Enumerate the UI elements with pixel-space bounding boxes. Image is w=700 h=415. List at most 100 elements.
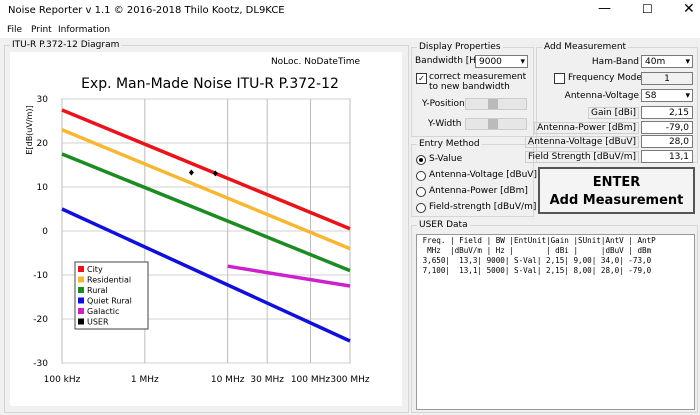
label: Antenna-Voltage (564, 91, 639, 101)
checkbox[interactable]: ✓ (416, 73, 427, 84)
legend-swatch (78, 297, 84, 304)
group-title: Add Measurement (542, 42, 629, 52)
window-title: Noise Reporter v 1.1 © 2016-2018 Thilo K… (8, 5, 285, 16)
legend-label: Rural (87, 286, 108, 295)
entry-method-group: Entry Method S-Value Antenna-Voltage [dBu… (411, 139, 537, 217)
legend-swatch (78, 308, 84, 314)
radio[interactable] (416, 155, 426, 165)
diagram-group: ITU-R P.372-12 Diagram (4, 40, 409, 413)
radio-dot (419, 158, 423, 162)
y-tick-label: -20 (33, 315, 48, 325)
annotation: NoLoc. NoDateTime (271, 57, 361, 67)
menu-bar: File Print Information (0, 22, 700, 38)
value-field: 2,15 (641, 106, 693, 119)
chart-title: Exp. Man-Made Noise ITU-R P.372-12 (81, 76, 339, 92)
freq-mode-field: 1 (641, 72, 693, 85)
close[interactable]: ✕ (683, 1, 695, 17)
menu-item[interactable]: File (7, 25, 23, 35)
series-line (61, 108, 351, 231)
legend-swatch (78, 266, 84, 272)
radio[interactable] (416, 203, 426, 213)
x-tick-label: 300 MHz (330, 375, 370, 385)
value-field: 13,1 (641, 149, 693, 163)
add-measurement-group: Add Measurement Ham-Band 40m ▾ Frequency … (525, 42, 698, 163)
x-tick-label: 1 MHz (131, 375, 159, 385)
checkbox[interactable] (554, 73, 565, 84)
label: Field-strength [dBuV/m] (429, 202, 537, 212)
x-tick-label: 10 MHz (211, 375, 245, 385)
maximize[interactable]: ☐ (642, 2, 653, 16)
menu-item[interactable]: Information (58, 25, 111, 35)
ant-voltage-combo[interactable]: S8 ▾ (641, 89, 693, 102)
label: Antenna-Power [dBm] (534, 121, 639, 134)
chart: NoLoc. NoDateTime Exp. Man-Made Noise IT… (10, 52, 402, 406)
y-tick-label: 20 (37, 139, 49, 149)
display-group: Display Properties Bandwidth [Hz] 9000 ▾ … (411, 42, 534, 137)
user-data-text: Freq. | Field | BW |EntUnit|Gain |SUnit|… (416, 234, 695, 410)
legend-box (74, 261, 149, 330)
data-point (212, 170, 218, 177)
label: Antenna-Voltage [dBuV] (525, 136, 639, 148)
series-line (61, 128, 351, 251)
minimize[interactable]: — (598, 1, 611, 16)
label: Bandwidth [Hz] (415, 56, 485, 66)
legend-label: City (87, 265, 103, 274)
legend-swatch (78, 318, 84, 325)
label: Gain [dBi] (588, 107, 639, 119)
value: 40m (645, 57, 666, 67)
radio[interactable] (416, 187, 426, 197)
y-tick-label: 10 (37, 183, 49, 193)
bandwidth-combo[interactable]: 9000 ▾ (475, 55, 528, 68)
button-label: ENTER (592, 175, 641, 190)
y-axis-label: E[dB(uV/m)] (25, 105, 34, 154)
group-title: Entry Method (417, 139, 482, 149)
slider[interactable] (465, 98, 527, 110)
series-line (61, 152, 351, 273)
menu-item[interactable]: Print (31, 25, 52, 35)
value-field: 28,0 (641, 135, 693, 148)
legend-label: Quiet Rural (87, 297, 132, 306)
enter-button[interactable]: ENTER Add Measurement (538, 167, 695, 214)
label: Field Strength [dBuV/m] (525, 150, 639, 163)
label: Y-Position (422, 99, 465, 109)
series-line (227, 264, 351, 288)
value-field: -79,0 (641, 120, 693, 134)
label: Frequency Mode -> (568, 73, 656, 83)
value: S8 (645, 91, 657, 101)
label: Antenna-Voltage [dBuV] (429, 170, 537, 180)
series-line (61, 207, 351, 343)
text-line: Freq. | Field | BW |EntUnit|Gain |SUnit|… (418, 236, 656, 245)
button-label: Add Measurement (549, 193, 684, 208)
data-point (188, 169, 194, 176)
label: S-Value (429, 154, 463, 164)
slider[interactable] (465, 118, 527, 130)
text-line: MHz |dBuV/m | Hz | | dBi | |dBuV | dBm (418, 246, 652, 255)
legend-label: Galactic (87, 307, 119, 316)
value: 9000 (479, 57, 502, 67)
label: Antenna-Power [dBm] (429, 186, 528, 196)
y-tick-label: -30 (33, 359, 48, 369)
x-tick-label: 100 MHz (291, 375, 331, 385)
user-data-group: USER Data Freq. | Field | BW |EntUnit|Ga… (411, 220, 698, 413)
legend-swatch (78, 287, 84, 293)
title-bar: Noise Reporter v 1.1 © 2016-2018 Thilo K… (0, 0, 700, 22)
text-line: 7,100| 13,1| 5000| S-Val| 2,15| 8,00| 28… (418, 266, 652, 275)
x-tick-label: 100 kHz (44, 375, 81, 385)
radio[interactable] (416, 171, 426, 181)
y-tick-label: 0 (42, 227, 48, 237)
label: correct measurement to new bandwidth (429, 72, 527, 92)
legend-label: Residential (87, 276, 131, 285)
ham-band-combo[interactable]: 40m ▾ (641, 55, 693, 68)
group-title: Display Properties (417, 42, 503, 52)
y-tick-label: -10 (33, 271, 48, 281)
text-line: 3,650| 13,3| 9000| S-Val| 2,15| 9,00| 34… (418, 256, 652, 265)
x-tick-label: 30 MHz (250, 375, 284, 385)
legend-swatch (78, 276, 84, 283)
group-title: USER Data (417, 220, 470, 230)
label: Ham-Band (591, 57, 639, 67)
legend-label: USER (87, 318, 109, 327)
label: Y-Width (428, 119, 462, 129)
y-tick-label: 30 (37, 95, 49, 105)
group-title: ITU-R P.372-12 Diagram (10, 40, 122, 50)
